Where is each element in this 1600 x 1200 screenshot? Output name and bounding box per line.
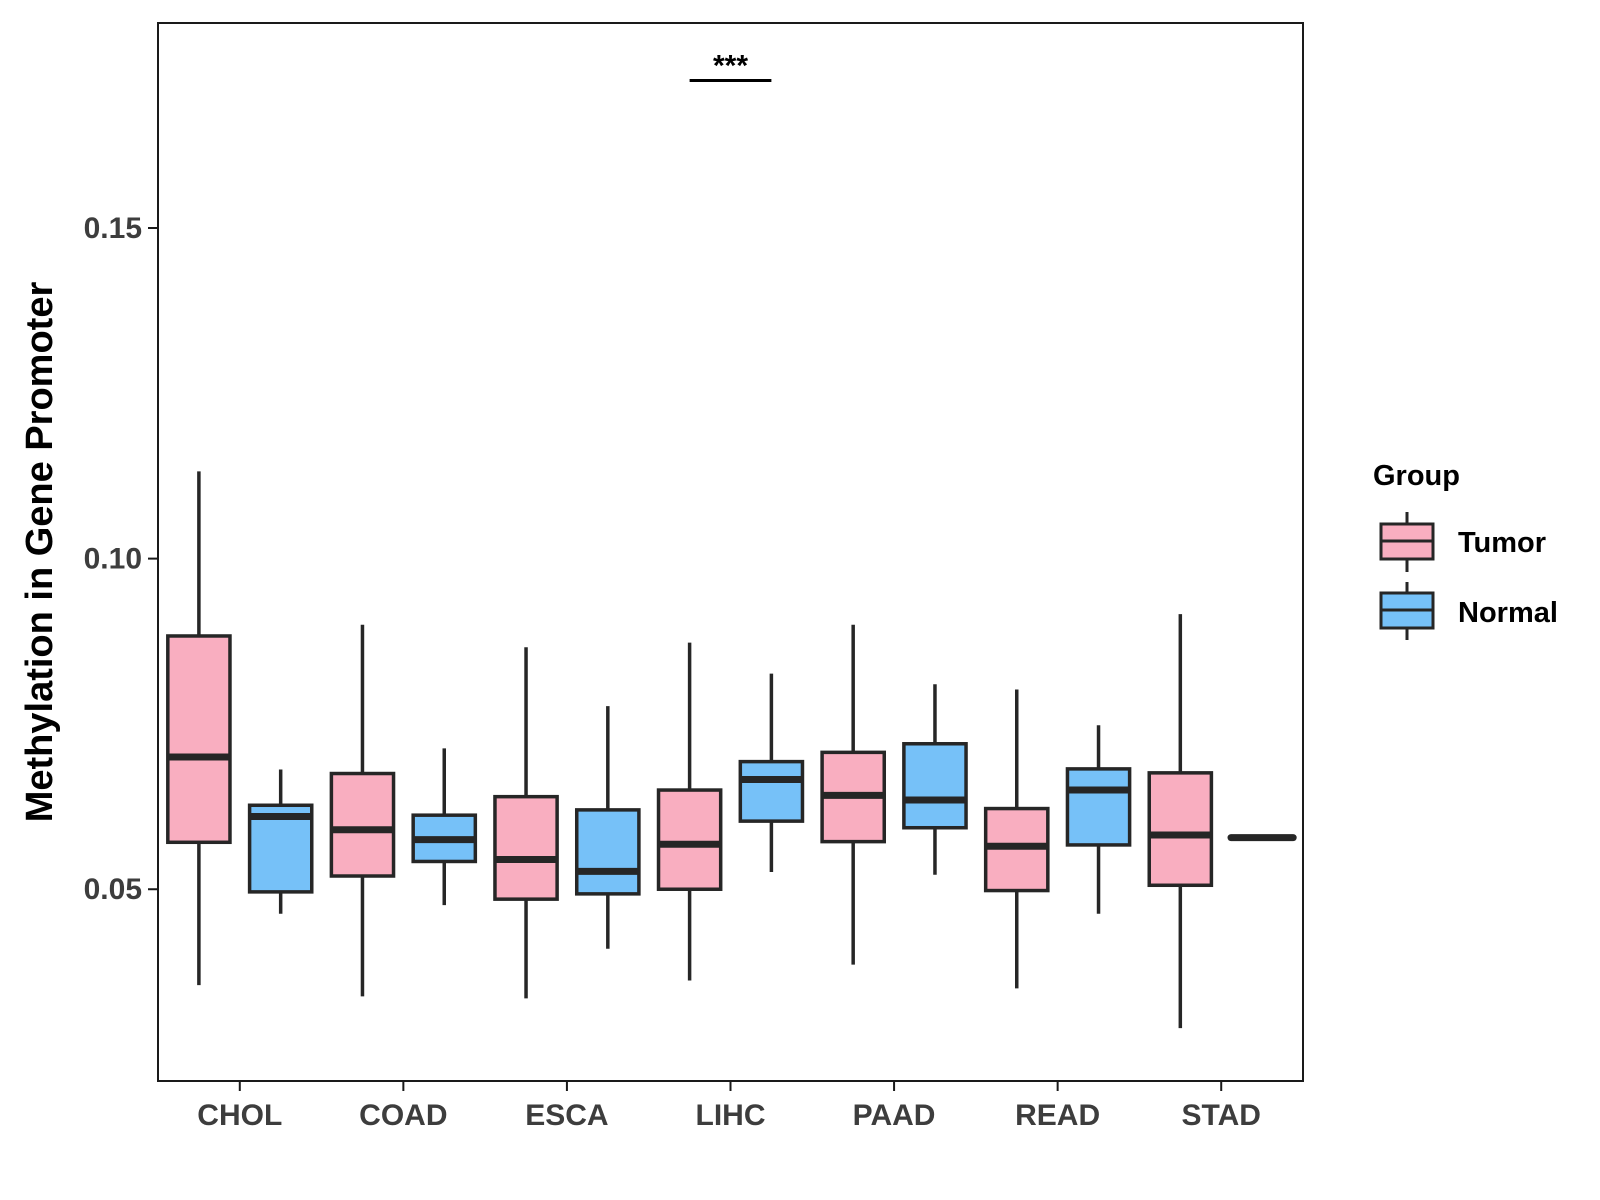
- box-tumor-stad: [1147, 614, 1214, 1029]
- box-tumor-esca: [493, 647, 559, 999]
- box-iqr: [574, 808, 641, 896]
- y-axis: 0.05 0.10 0.15: [84, 212, 158, 906]
- box-normal-read: [1065, 725, 1132, 914]
- box-normal-esca: [574, 706, 641, 949]
- box-tumor-chol: [166, 471, 232, 986]
- legend-label-tumor: Tumor: [1458, 527, 1546, 559]
- box-iqr: [1147, 771, 1214, 888]
- box-iqr: [656, 788, 723, 891]
- box-tumor-lihc: [656, 642, 723, 981]
- y-tick-label: 0.10: [84, 543, 142, 576]
- box-tumor-read: [983, 689, 1050, 989]
- box-iqr: [1065, 767, 1132, 847]
- plot-panel: ***: [157, 22, 1304, 1082]
- box-tumor-coad: [329, 624, 396, 997]
- box-iqr: [493, 794, 559, 901]
- box-iqr: [329, 771, 396, 878]
- legend-item-normal: Normal: [1379, 582, 1558, 640]
- y-axis-title: Methylation in Gene Promoter: [19, 282, 61, 823]
- box-iqr: [166, 634, 232, 845]
- legend: Group Tumor Normal: [1373, 460, 1558, 640]
- legend-item-tumor: Tumor: [1379, 512, 1546, 572]
- plot-border: [157, 22, 1304, 1082]
- significance-label: ***: [713, 50, 748, 83]
- y-tick-label: 0.15: [84, 212, 142, 245]
- x-tick-label: ESCA: [525, 1099, 608, 1132]
- x-tick-label: LIHC: [696, 1099, 766, 1132]
- boxes-layer: [166, 471, 1297, 1029]
- x-tick-label: STAD: [1181, 1099, 1260, 1132]
- legend-label-normal: Normal: [1458, 597, 1558, 629]
- x-axis: CHOL COAD ESCA LIHC PAAD READ STAD: [197, 1081, 1261, 1132]
- box-normal-paad: [902, 684, 968, 875]
- box-normal-coad: [411, 748, 478, 906]
- x-tick-label: CHOL: [197, 1099, 282, 1132]
- box-iqr: [738, 759, 805, 823]
- annotation-layer: ***: [689, 50, 772, 83]
- box-normal-chol: [247, 769, 314, 914]
- box-normal-lihc: [738, 673, 805, 873]
- box-tumor-paad: [820, 624, 887, 965]
- legend-title: Group: [1373, 460, 1460, 492]
- x-tick-label: READ: [1015, 1099, 1100, 1132]
- x-tick-label: PAAD: [853, 1099, 936, 1132]
- x-tick-label: COAD: [359, 1099, 447, 1132]
- box-iqr: [902, 742, 968, 830]
- y-tick-label: 0.05: [84, 873, 142, 906]
